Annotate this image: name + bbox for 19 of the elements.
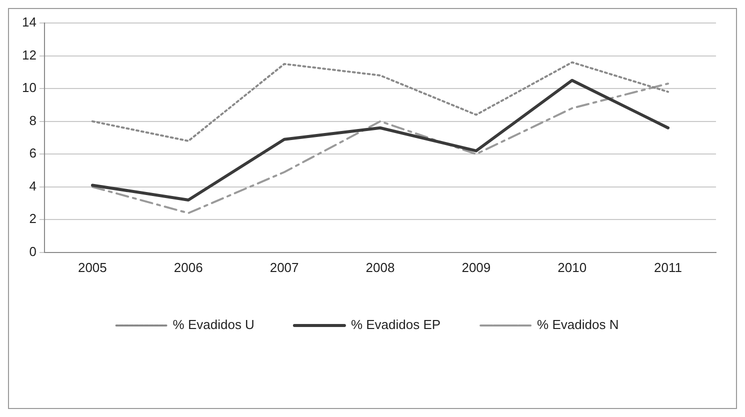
x-tick-label: 2007 [270,260,299,275]
y-tick-label: 0 [29,244,36,259]
legend-label: % Evadidos N [537,317,619,332]
x-tick-label: 2008 [366,260,395,275]
y-tick-label: 6 [29,146,36,161]
y-tick-label: 10 [22,80,36,96]
x-tick-label: 2010 [558,260,587,275]
legend-label: % Evadidos EP [350,317,441,332]
y-tick-label: 14 [22,14,36,30]
y-tick-label: 8 [29,112,36,128]
y-tick-label: 12 [22,47,36,62]
y-tick-label: 4 [29,178,36,194]
y-tick-label: 2 [29,211,36,226]
legend-label: % Evadidos U [172,317,254,332]
x-tick-label: 2006 [174,260,203,275]
x-tick-label: 2011 [654,260,682,275]
x-tick-label: 2009 [462,260,491,275]
x-tick-label: 2005 [78,260,107,275]
line-series [91,61,670,142]
